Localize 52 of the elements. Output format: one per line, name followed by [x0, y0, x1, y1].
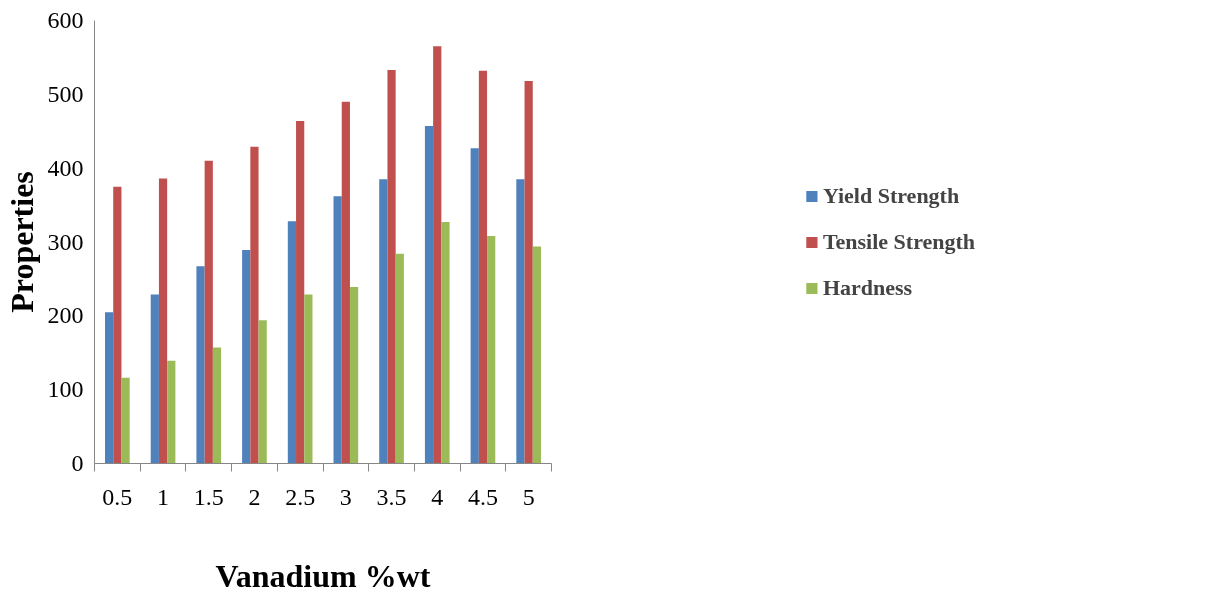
bar: [387, 69, 396, 464]
y-tick-label: 400: [47, 154, 84, 181]
bar: [105, 312, 114, 464]
x-tick-label: 5: [522, 483, 535, 510]
bar: [478, 70, 488, 464]
bar: [212, 347, 222, 464]
bar: [150, 294, 159, 464]
bar: [113, 186, 122, 464]
x-tick-label: 3: [339, 483, 352, 510]
x-axis-title: Vanadium %wt: [215, 557, 431, 594]
y-axis-title: Properties: [3, 171, 40, 313]
y-tick-label: 200: [47, 302, 84, 329]
x-tick-label: 1: [157, 483, 170, 510]
bar: [204, 160, 213, 464]
bar: [424, 126, 434, 464]
y-tick-label: 0: [71, 450, 84, 476]
bar: [287, 221, 297, 464]
x-tick-label: 2: [248, 483, 261, 510]
bar: [395, 253, 404, 464]
x-tick-label: 3.5: [376, 483, 407, 510]
bar: [433, 46, 442, 464]
bar: [158, 178, 168, 464]
legend-label: Tensile Strength: [822, 228, 976, 255]
legend-label: Hardness: [822, 274, 913, 301]
y-tick-label: 500: [47, 80, 84, 107]
bar: [379, 179, 388, 464]
bar: [349, 287, 359, 464]
y-tick-label: 100: [47, 376, 84, 403]
bar: [242, 250, 251, 464]
bar: [487, 236, 496, 464]
bar: [196, 266, 205, 464]
bar: [167, 360, 176, 464]
x-tick-label: 1.5: [193, 483, 224, 510]
bar: [121, 377, 130, 464]
y-tick-label: 300: [47, 228, 84, 255]
legend-label: Yield Strength: [822, 182, 960, 209]
bar: [532, 246, 541, 464]
x-tick-label: 0.5: [102, 483, 133, 510]
bar: [333, 196, 342, 464]
x-tick-label: 4: [431, 483, 444, 510]
bar: [250, 146, 259, 464]
x-tick-label: 4.5: [467, 483, 498, 510]
bar: [341, 101, 350, 464]
bar: [258, 320, 267, 464]
bar: [516, 179, 525, 464]
bar: [296, 120, 305, 464]
bar: [470, 148, 479, 464]
y-tick-label: 600: [47, 7, 84, 33]
bar: [524, 81, 533, 464]
x-tick-label: 2.5: [285, 483, 316, 510]
bar: [304, 294, 313, 464]
bar: [441, 222, 450, 464]
